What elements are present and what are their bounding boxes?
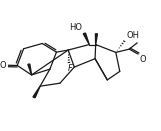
Text: HO: HO: [70, 23, 83, 32]
Polygon shape: [83, 33, 89, 45]
Text: F: F: [67, 64, 72, 73]
Polygon shape: [28, 64, 32, 75]
Text: OH: OH: [126, 31, 139, 40]
Polygon shape: [33, 86, 40, 98]
Text: O: O: [140, 55, 147, 64]
Text: O: O: [0, 61, 6, 70]
Polygon shape: [95, 34, 97, 45]
